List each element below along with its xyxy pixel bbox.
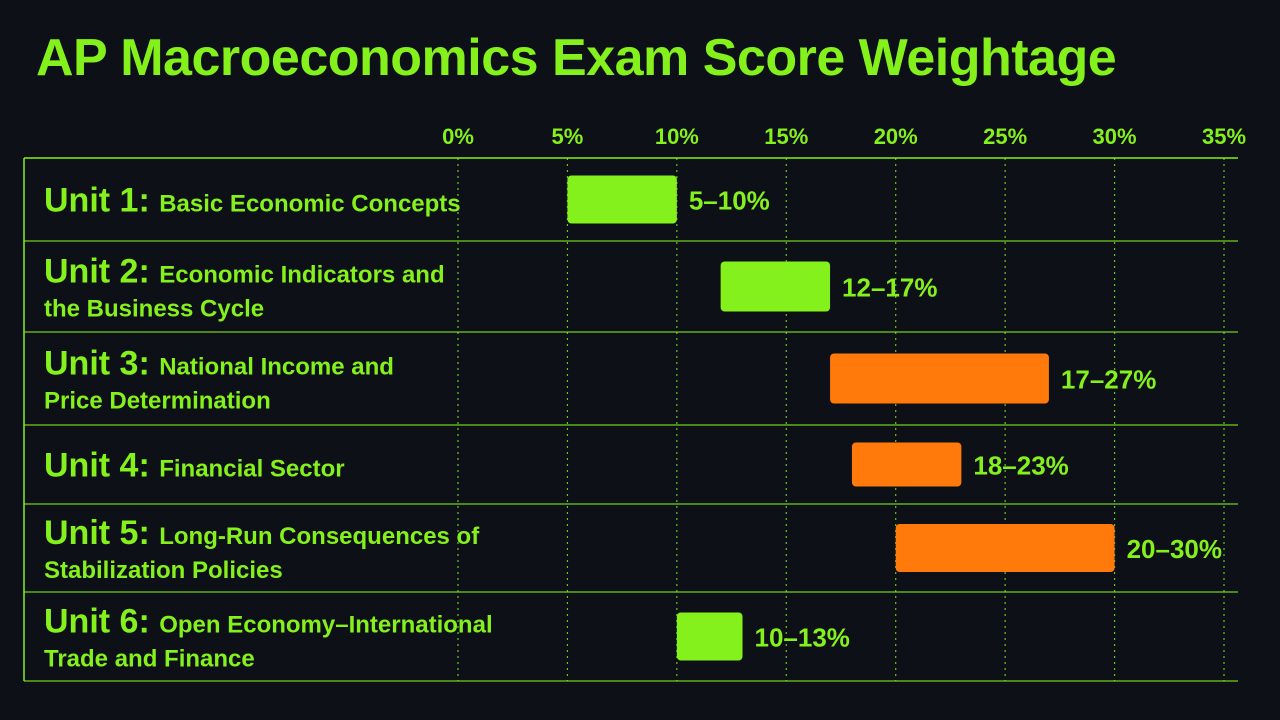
- unit-description: Economic Indicators and: [159, 262, 444, 289]
- unit-label: Unit 2: Economic Indicators and: [44, 253, 445, 291]
- unit-description: Price Determination: [44, 388, 271, 415]
- bars-layer: 5–10% 12–17% 17–27% 18–23% 20–30% 10–13%: [567, 175, 1222, 661]
- x-tick-label: 25%: [983, 124, 1027, 149]
- unit-description: the Business Cycle: [44, 296, 264, 323]
- range-bar-unit-5: [895, 524, 1115, 572]
- range-bar-unit-4: [851, 442, 962, 487]
- unit-label-line2: Stabilization Policies: [44, 557, 283, 584]
- range-data-label: 10–13%: [755, 623, 850, 653]
- grid-layer: [23, 157, 1238, 682]
- range-data-label: 20–30%: [1127, 534, 1222, 564]
- x-tick-label: 5%: [552, 124, 584, 149]
- unit-description: Basic Economic Concepts: [159, 191, 460, 218]
- x-axis-ticks: 0% 5% 10% 15% 20% 25% 30% 35%: [442, 124, 1246, 149]
- x-tick-label: 30%: [1093, 124, 1137, 149]
- x-tick-label: 20%: [874, 124, 918, 149]
- range-bar-unit-2: [720, 261, 831, 312]
- category-labels: Unit 1: Basic Economic Concepts Unit 2: E…: [44, 182, 493, 673]
- unit-description: National Income and: [159, 354, 394, 381]
- range-bar-unit-1: [567, 175, 677, 224]
- unit-number: Unit 4:: [44, 447, 159, 485]
- x-tick-label: 15%: [764, 124, 808, 149]
- unit-number: Unit 6:: [44, 603, 159, 641]
- x-tick-label: 0%: [442, 124, 474, 149]
- unit-label: Unit 4: Financial Sector: [44, 447, 345, 485]
- unit-label: Unit 6: Open Economy–International: [44, 603, 493, 641]
- unit-description: Trade and Finance: [44, 646, 255, 673]
- x-tick-label: 10%: [655, 124, 699, 149]
- unit-number: Unit 2:: [44, 253, 159, 291]
- x-tick-label: 35%: [1202, 124, 1246, 149]
- unit-label: Unit 5: Long-Run Consequences of: [44, 514, 480, 552]
- unit-label-line2: Trade and Finance: [44, 646, 255, 673]
- unit-number: Unit 5:: [44, 514, 159, 552]
- range-data-label: 12–17%: [842, 273, 937, 303]
- unit-label: Unit 1: Basic Economic Concepts: [44, 182, 461, 220]
- range-data-label: 5–10%: [689, 186, 770, 216]
- range-data-label: 18–23%: [973, 451, 1068, 481]
- unit-label-line2: Price Determination: [44, 388, 271, 415]
- unit-number: Unit 3:: [44, 345, 159, 383]
- chart-title: AP Macroeconomics Exam Score Weightage: [36, 29, 1117, 87]
- unit-description: Financial Sector: [159, 456, 344, 483]
- range-data-label: 17–27%: [1061, 365, 1156, 395]
- unit-number: Unit 1:: [44, 182, 159, 220]
- unit-label-line2: the Business Cycle: [44, 296, 264, 323]
- unit-label: Unit 3: National Income and: [44, 345, 394, 383]
- range-bar-unit-6: [676, 612, 743, 661]
- range-bar-unit-3: [830, 353, 1049, 404]
- unit-description: Open Economy–International: [159, 612, 492, 639]
- unit-description: Long-Run Consequences of: [159, 523, 480, 550]
- unit-description: Stabilization Policies: [44, 557, 283, 584]
